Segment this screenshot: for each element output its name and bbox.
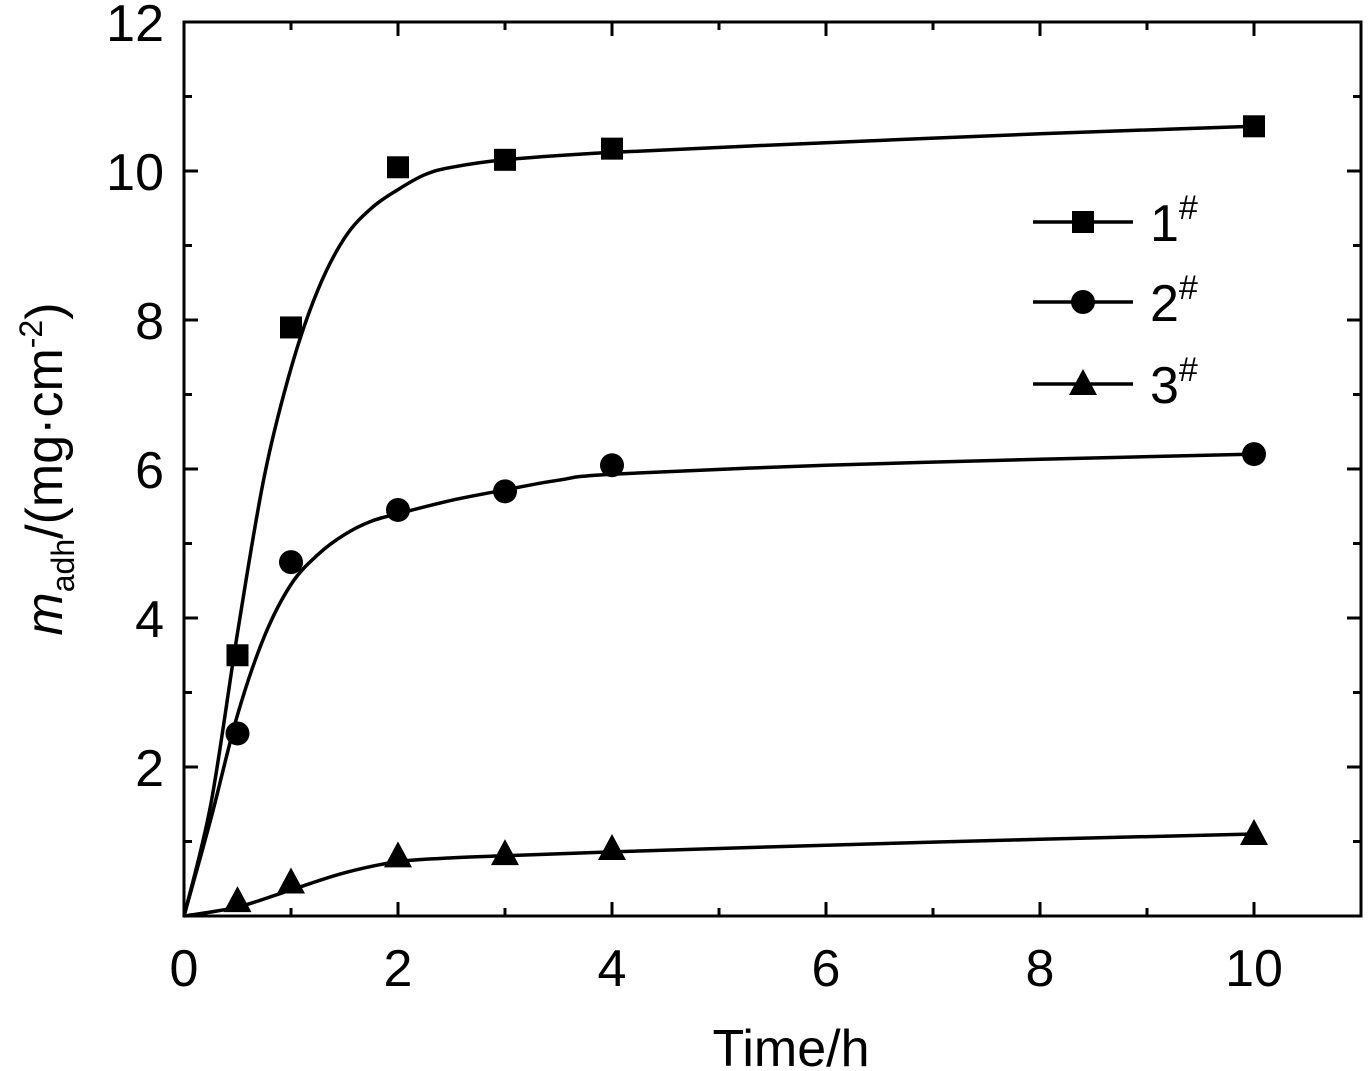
y-axis-title-sub: adh <box>45 539 81 592</box>
y-tick-label: 10 <box>106 144 164 202</box>
series-3-point <box>598 833 626 860</box>
series-1-point <box>280 316 302 339</box>
series-2-point <box>1242 442 1266 467</box>
y-tick-label: 8 <box>135 293 164 351</box>
series-2-point <box>493 479 517 504</box>
series-1-point <box>1243 115 1265 138</box>
series-3-point <box>277 867 305 894</box>
y-axis-title: madh/(mg·cm-2) <box>13 302 81 635</box>
series-3-point <box>491 839 519 866</box>
series-2-point <box>225 721 250 746</box>
y-axis-title-var: m <box>16 592 74 635</box>
series-layer <box>182 115 1268 918</box>
x-tick-label: 4 <box>598 940 627 998</box>
series-3-point <box>384 841 412 868</box>
legend-item: 2# <box>1033 269 1198 333</box>
y-axis-ticks: 2 4 6 8 10 12 <box>106 0 1361 843</box>
legend-item: 3# <box>1033 351 1198 415</box>
legend-label: 1# <box>1150 189 1198 253</box>
y-axis-title-unit: /(mg·cm <box>16 348 74 539</box>
legend-marker <box>1069 369 1097 395</box>
series-1-point <box>226 644 249 667</box>
legend-label: 2# <box>1150 269 1198 333</box>
legend-marker <box>1072 211 1094 233</box>
series-2-point <box>386 497 410 522</box>
series-3 <box>183 819 1268 918</box>
series-2 <box>182 442 1266 917</box>
series-1-point <box>494 148 516 171</box>
x-axis-ticks: 0 2 4 6 8 10 <box>170 22 1283 998</box>
legend-label: 3# <box>1150 351 1198 415</box>
series-2-fit-line <box>182 452 1255 917</box>
series-3-point <box>223 886 252 913</box>
x-axis-title: Time/h <box>713 1020 870 1071</box>
series-2-point <box>600 453 624 478</box>
y-tick-label: 2 <box>135 740 164 798</box>
y-tick-label: 6 <box>135 442 164 500</box>
y-axis-title-unit-sup: -2 <box>13 320 49 348</box>
series-1-point <box>387 156 409 179</box>
x-tick-label: 6 <box>812 940 841 998</box>
legend: 1# 2# 3# <box>1033 189 1198 415</box>
x-tick-label: 0 <box>170 940 199 998</box>
y-tick-label: 4 <box>135 591 164 649</box>
series-3-point <box>1240 819 1268 846</box>
series-1 <box>182 115 1265 917</box>
y-tick-label: 12 <box>106 0 164 53</box>
series-3-fit-line <box>183 832 1255 918</box>
series-1-point <box>601 137 623 160</box>
series-1-fit-line <box>182 124 1255 917</box>
legend-item: 1# <box>1033 189 1198 253</box>
x-tick-label: 2 <box>384 940 413 998</box>
x-tick-label: 10 <box>1225 940 1283 998</box>
x-tick-label: 8 <box>1026 940 1055 998</box>
legend-marker <box>1071 290 1095 314</box>
y-axis-title-unit-close: ) <box>16 302 74 319</box>
series-2-point <box>279 550 303 575</box>
